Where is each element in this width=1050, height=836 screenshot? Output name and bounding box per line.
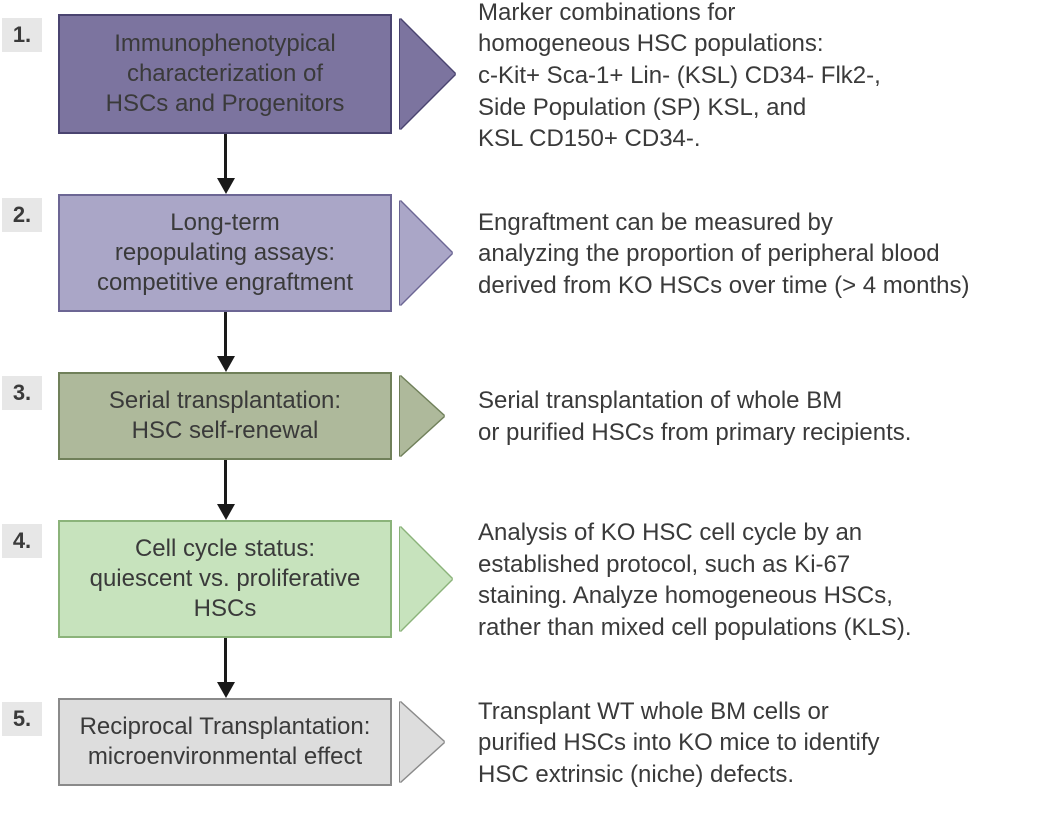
step-title-line: characterization of: [106, 59, 345, 89]
flow-arrow-head-icon: [217, 178, 235, 194]
step-title-line: HSC self-renewal: [109, 416, 341, 446]
step-box: Cell cycle status:quiescent vs. prolifer…: [58, 520, 392, 638]
step-number: 5.: [13, 706, 31, 732]
step-description-line: Marker combinations for: [478, 0, 1038, 28]
step-number-badge: 4.: [2, 524, 42, 558]
step-description-line: purified HSCs into KO mice to identify: [478, 727, 1038, 759]
step-box: Reciprocal Transplantation:microenvironm…: [58, 698, 392, 786]
step-title-line: Immunophenotypical: [106, 29, 345, 59]
step-title-line: Reciprocal Transplantation:: [80, 712, 371, 742]
step-description-line: analyzing the proportion of peripheral b…: [478, 238, 1038, 270]
step-description-line: KSL CD150+ CD34-.: [478, 123, 1038, 155]
step-title-line: competitive engraftment: [97, 268, 353, 298]
step-number-badge: 1.: [2, 18, 42, 52]
flow-arrow-line: [224, 312, 227, 358]
step-description-line: Side Population (SP) KSL, and: [478, 92, 1038, 124]
step-title-line: microenvironmental effect: [80, 742, 371, 772]
step-title-line: HSCs and Progenitors: [106, 89, 345, 119]
step-title-line: Cell cycle status:: [90, 534, 361, 564]
step-title-line: quiescent vs. proliferative: [90, 564, 361, 594]
flow-arrow-line: [224, 638, 227, 684]
step-number-badge: 5.: [2, 702, 42, 736]
step-box: Long-termrepopulating assays:competitive…: [58, 194, 392, 312]
step-description-line: HSC extrinsic (niche) defects.: [478, 759, 1038, 791]
step-description-line: Serial transplantation of whole BM: [478, 385, 1038, 417]
pointer-triangle-icon: [400, 527, 452, 631]
step-title-line: Long-term: [97, 208, 353, 238]
pointer-triangle-icon: [400, 19, 455, 129]
step-description-line: derived from KO HSCs over time (> 4 mont…: [478, 270, 1038, 302]
step-number: 2.: [13, 202, 31, 228]
flow-arrow-head-icon: [217, 682, 235, 698]
pointer-triangle-icon: [400, 201, 452, 305]
pointer-triangle-icon: [400, 702, 444, 782]
step-number-badge: 2.: [2, 198, 42, 232]
step-description-line: staining. Analyze homogeneous HSCs,: [478, 580, 1038, 612]
step-box: Immunophenotypicalcharacterization ofHSC…: [58, 14, 392, 134]
step-number: 1.: [13, 22, 31, 48]
step-description: Transplant WT whole BM cells orpurified …: [478, 696, 1038, 791]
step-description-line: established protocol, such as Ki-67: [478, 549, 1038, 581]
step-title-line: repopulating assays:: [97, 238, 353, 268]
flow-arrow-line: [224, 134, 227, 180]
step-description-line: Engraftment can be measured by: [478, 207, 1038, 239]
step-number: 4.: [13, 528, 31, 554]
step-description-line: Analysis of KO HSC cell cycle by an: [478, 517, 1038, 549]
flow-arrow-head-icon: [217, 356, 235, 372]
step-description: Analysis of KO HSC cell cycle by anestab…: [478, 517, 1038, 644]
step-description-line: rather than mixed cell populations (KLS)…: [478, 612, 1038, 644]
step-number-badge: 3.: [2, 376, 42, 410]
flow-arrow-line: [224, 460, 227, 506]
flow-arrow-head-icon: [217, 504, 235, 520]
pointer-triangle-icon: [400, 376, 444, 456]
step-number: 3.: [13, 380, 31, 406]
step-description-line: Transplant WT whole BM cells or: [478, 696, 1038, 728]
step-description-line: c-Kit+ Sca-1+ Lin- (KSL) CD34- Flk2-,: [478, 60, 1038, 92]
step-description: Marker combinations forhomogeneous HSC p…: [478, 0, 1038, 155]
step-description: Engraftment can be measured byanalyzing …: [478, 207, 1038, 302]
step-title-line: HSCs: [90, 594, 361, 624]
step-box: Serial transplantation:HSC self-renewal: [58, 372, 392, 460]
step-title-line: Serial transplantation:: [109, 386, 341, 416]
step-description-line: homogeneous HSC populations:: [478, 28, 1038, 60]
step-description: Serial transplantation of whole BMor pur…: [478, 385, 1038, 448]
step-description-line: or purified HSCs from primary recipients…: [478, 417, 1038, 449]
